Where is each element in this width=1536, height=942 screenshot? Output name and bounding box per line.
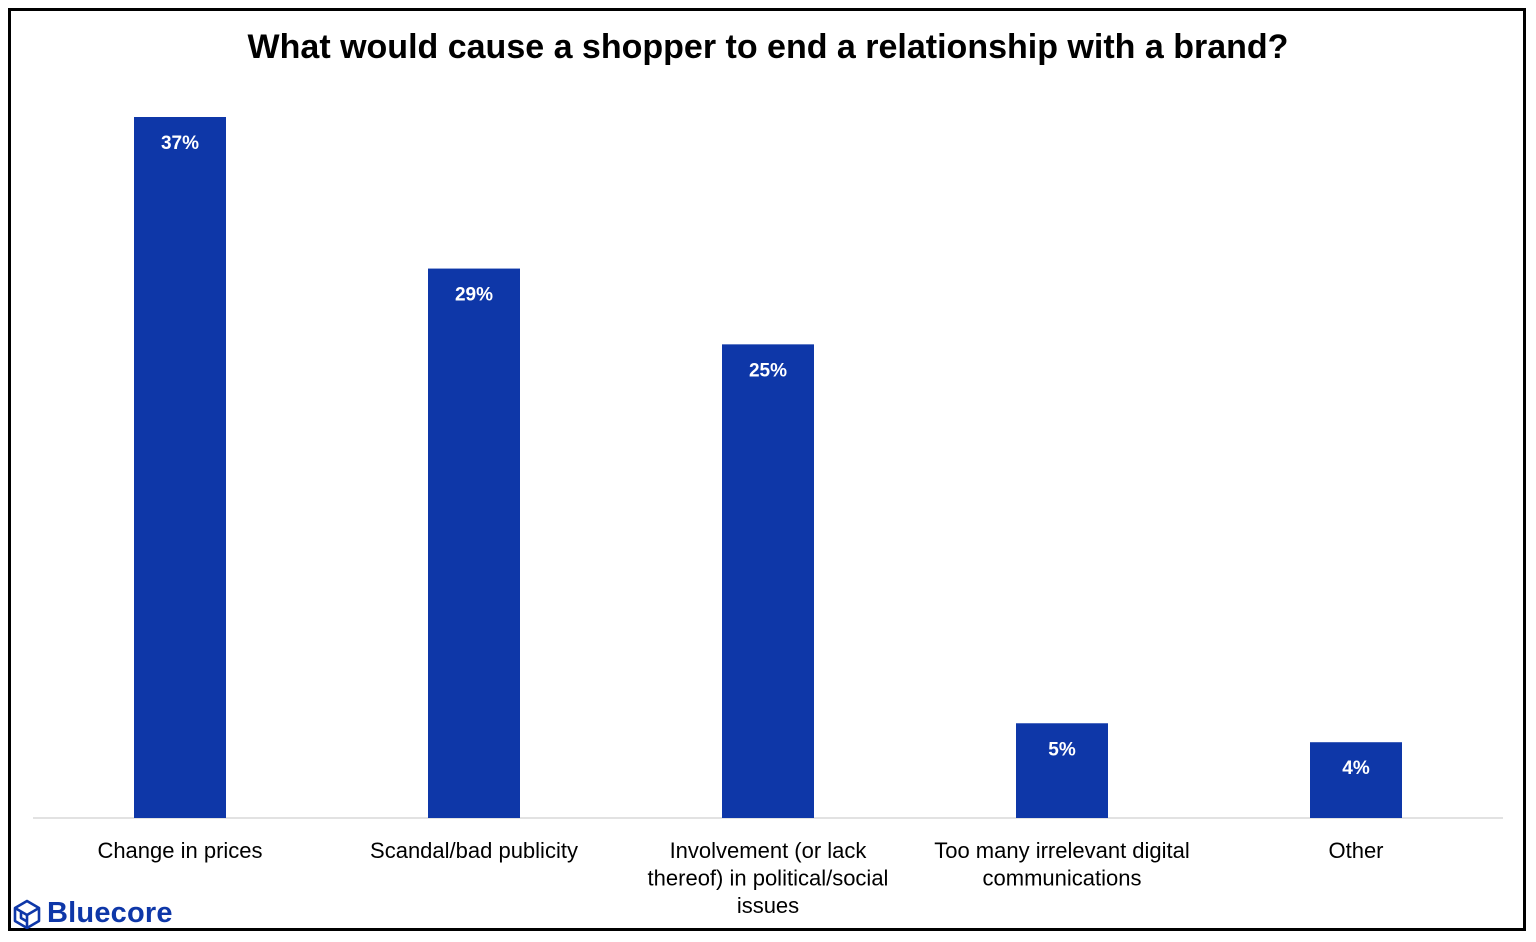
category-label-line: Change in prices (97, 838, 262, 863)
brand-name: Bluecore (47, 897, 173, 929)
data-label: 5% (1048, 739, 1076, 760)
category-label: Scandal/bad publicity (370, 838, 578, 863)
category-label-line: thereof) in political/social (648, 866, 889, 891)
chart-title: What would cause a shopper to end a rela… (247, 28, 1289, 66)
brand-logo: Bluecore (12, 897, 173, 930)
category-label: Involvement (or lack thereof) in politica… (648, 838, 889, 918)
bar (428, 268, 520, 818)
category-label: Other (1328, 838, 1383, 863)
category-label-line: issues (737, 893, 799, 918)
bar (722, 344, 814, 818)
category-label: Change in prices (97, 838, 262, 863)
bar (1310, 742, 1402, 818)
bar (134, 117, 226, 818)
category-label-line: communications (983, 866, 1142, 891)
data-label: 25% (749, 360, 787, 381)
data-label: 4% (1342, 758, 1370, 779)
category-label-line: Scandal/bad publicity (370, 838, 578, 863)
category-label: Too many irrelevant digital communication… (934, 838, 1190, 891)
category-label-line: Too many irrelevant digital (934, 838, 1190, 863)
data-label: 29% (455, 285, 493, 306)
bar (1016, 723, 1108, 818)
data-label: 37% (161, 133, 199, 154)
category-label-line: Other (1328, 838, 1383, 863)
category-label-line: Involvement (or lack (670, 838, 868, 863)
cube-hexagon-icon (13, 899, 41, 929)
